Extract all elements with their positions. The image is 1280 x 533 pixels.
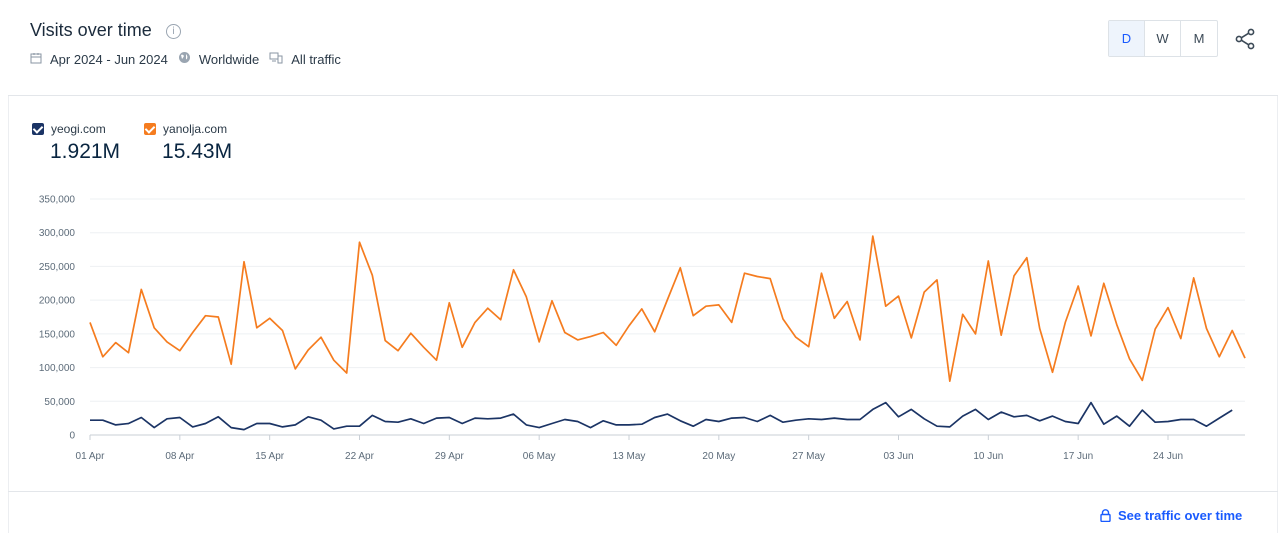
x-tick-label: 17 Jun bbox=[1063, 451, 1093, 462]
series-line-yeogi-com bbox=[90, 401, 1233, 431]
y-tick-label: 250,000 bbox=[39, 262, 76, 273]
chart-legend: yeogi.com 1.921M yanolja.com 15.43M bbox=[32, 122, 256, 164]
region: Worldwide bbox=[198, 51, 260, 67]
x-tick-label: 08 Apr bbox=[165, 451, 195, 462]
x-tick-label: 20 May bbox=[702, 451, 735, 462]
y-tick-label: 50,000 bbox=[44, 397, 75, 408]
page-title: Visits over time bbox=[30, 20, 152, 40]
checkbox-icon[interactable] bbox=[144, 123, 157, 135]
x-tick-label: 13 May bbox=[613, 451, 646, 462]
panel-border-right bbox=[1277, 96, 1278, 533]
see-traffic-label: See traffic over time bbox=[1118, 508, 1243, 523]
x-tick-label: 01 Apr bbox=[76, 451, 106, 462]
legend-total: 15.43M bbox=[162, 140, 233, 163]
x-tick-label: 22 Apr bbox=[345, 451, 375, 462]
y-tick-label: 200,000 bbox=[39, 296, 76, 307]
y-tick-label: 150,000 bbox=[39, 329, 76, 340]
header-divider bbox=[8, 95, 1278, 96]
x-tick-label: 06 May bbox=[523, 451, 556, 462]
x-tick-label: 29 Apr bbox=[435, 451, 465, 462]
lock-icon bbox=[1100, 509, 1111, 522]
y-tick-label: 0 bbox=[69, 431, 75, 442]
info-icon[interactable]: i bbox=[166, 24, 181, 39]
y-tick-label: 300,000 bbox=[39, 228, 76, 239]
legend-site-name: yeogi.com bbox=[51, 122, 106, 136]
date-range: Apr 2024 - Jun 2024 bbox=[50, 51, 168, 67]
filter-summary: Apr 2024 - Jun 2024 Worldwide All traffi… bbox=[30, 50, 351, 68]
chart-header: Visits over time i Apr 2024 - Jun 2024 W… bbox=[0, 0, 1280, 96]
x-tick-label: 27 May bbox=[792, 451, 825, 462]
visits-line-chart: 0 50,000 100,000 150,000 200,000 250,000 300,0… bbox=[39, 195, 1246, 462]
legend-site-name: yanolja.com bbox=[163, 122, 228, 136]
granularity-day-button[interactable]: D bbox=[1109, 21, 1145, 56]
traffic-type: All traffic bbox=[291, 51, 341, 67]
see-traffic-link[interactable]: See traffic over time bbox=[1100, 508, 1242, 523]
legend-total: 1.921M bbox=[50, 140, 121, 163]
globe-icon bbox=[178, 51, 191, 67]
x-tick-label: 03 Jun bbox=[883, 451, 913, 462]
calendar-icon bbox=[30, 52, 42, 67]
y-tick-label: 350,000 bbox=[39, 195, 76, 206]
x-tick-label: 24 Jun bbox=[1153, 451, 1183, 462]
granularity-toggle: D W M bbox=[1108, 20, 1218, 57]
x-tick-label: 10 Jun bbox=[973, 451, 1003, 462]
granularity-month-button[interactable]: M bbox=[1193, 31, 1205, 46]
panel-border-left bbox=[8, 96, 9, 533]
series-line-yanolja-com bbox=[89, 235, 1246, 382]
y-tick-label: 100,000 bbox=[39, 363, 76, 374]
legend-item-yeogi[interactable]: yeogi.com 1.921M bbox=[32, 122, 120, 164]
granularity-week-button[interactable]: W bbox=[1145, 21, 1181, 56]
checkbox-icon[interactable] bbox=[32, 123, 44, 135]
legend-item-yanolja[interactable]: yanolja.com 15.43M bbox=[144, 122, 232, 164]
x-tick-label: 15 Apr bbox=[255, 451, 285, 462]
share-icon[interactable] bbox=[1234, 28, 1256, 50]
footer-divider bbox=[8, 491, 1278, 492]
devices-icon bbox=[269, 52, 283, 67]
